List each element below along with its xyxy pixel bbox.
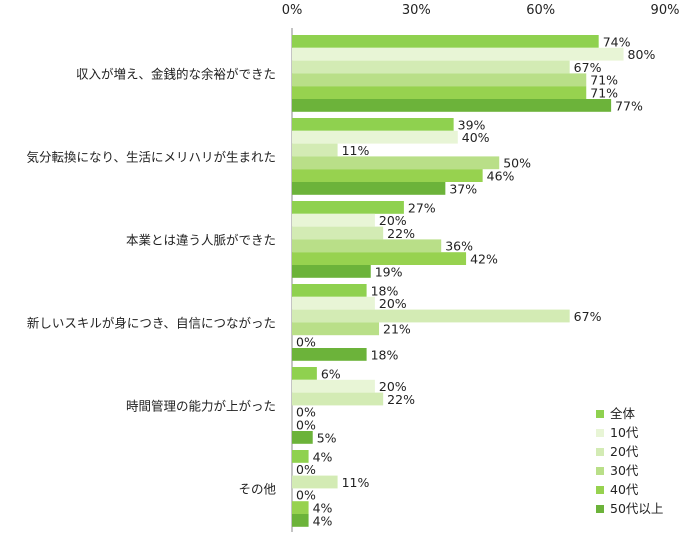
x-tick-label: 90% (651, 3, 680, 18)
data-label: 21% (383, 322, 411, 337)
data-label: 50% (503, 156, 531, 171)
data-label: 67% (574, 309, 602, 324)
data-label: 0% (296, 418, 316, 433)
data-label: 36% (445, 239, 473, 254)
data-label: 11% (342, 475, 370, 490)
data-label: 22% (387, 226, 415, 241)
data-label: 6% (321, 366, 341, 381)
data-label: 0% (296, 462, 316, 477)
legend-swatch (596, 448, 604, 456)
data-label: 5% (317, 430, 337, 445)
bar (292, 213, 375, 227)
legend-swatch (596, 505, 604, 513)
bar (292, 514, 309, 527)
data-label: 77% (615, 98, 643, 113)
category-label: 新しいスキルが身につき、自信につながった (27, 315, 276, 330)
legend-swatch (596, 467, 604, 475)
data-label: 37% (449, 181, 477, 196)
legend-swatch (596, 410, 604, 418)
data-label: 67% (574, 60, 602, 75)
bar (292, 169, 483, 182)
legend-label: 30代 (610, 463, 639, 478)
data-label: 20% (379, 213, 407, 228)
legend-swatch (596, 429, 604, 437)
data-label: 0% (296, 405, 316, 420)
bar (292, 86, 587, 99)
bar (292, 143, 338, 157)
x-tick-label: 0% (282, 3, 303, 18)
data-label: 39% (458, 117, 486, 132)
data-label: 19% (375, 264, 403, 279)
bar (292, 284, 367, 297)
category-label: 収入が増え、金銭的な余裕ができた (76, 66, 276, 81)
data-label: 4% (313, 513, 333, 528)
bar (292, 348, 367, 361)
bar (292, 35, 599, 48)
x-tick-label: 30% (402, 3, 431, 18)
data-label: 27% (408, 200, 436, 215)
data-label: 0% (296, 488, 316, 503)
bar (292, 118, 454, 131)
data-label: 20% (379, 379, 407, 394)
legend-label: 20代 (610, 444, 639, 459)
category-label: 時間管理の能力が上がった (126, 398, 276, 413)
bar (292, 450, 309, 463)
bar (292, 309, 570, 323)
legend-label: 40代 (610, 482, 639, 497)
data-label: 0% (296, 335, 316, 350)
data-label: 40% (462, 130, 490, 145)
bar (292, 47, 624, 61)
bar (292, 99, 612, 112)
bar (292, 226, 384, 240)
data-label: 71% (590, 73, 618, 88)
data-label: 46% (487, 169, 515, 184)
category-label: その他 (238, 481, 276, 496)
bar (292, 367, 317, 380)
data-label: 11% (342, 143, 370, 158)
bar (292, 73, 587, 87)
bar (292, 431, 313, 444)
data-label: 18% (371, 347, 399, 362)
category-label: 気分転換になり、生活にメリハリが生まれた (26, 149, 276, 164)
bar (292, 501, 309, 514)
data-label: 71% (590, 86, 618, 101)
bar (292, 322, 380, 336)
legend-label: 50代以上 (610, 501, 663, 516)
bar (292, 60, 570, 74)
bar (292, 392, 384, 406)
legend-swatch (596, 486, 604, 494)
bar (292, 265, 371, 278)
data-label: 22% (387, 392, 415, 407)
legend-label: 10代 (610, 425, 639, 440)
data-label: 42% (470, 252, 498, 267)
bar (292, 156, 500, 170)
data-label: 18% (371, 283, 399, 298)
bar (292, 252, 467, 265)
bar (292, 379, 375, 393)
bar (292, 182, 446, 195)
category-label: 本業とは違う人脈ができた (126, 232, 276, 247)
bar (292, 475, 338, 489)
data-label: 74% (603, 34, 631, 49)
data-label: 4% (313, 449, 333, 464)
x-tick-label: 60% (526, 3, 555, 18)
data-label: 80% (628, 47, 656, 62)
bar (292, 296, 375, 310)
legend-label: 全体 (610, 406, 636, 421)
bar (292, 201, 404, 214)
data-label: 20% (379, 296, 407, 311)
data-label: 4% (313, 501, 333, 516)
bar (292, 239, 442, 253)
bar (292, 130, 458, 144)
